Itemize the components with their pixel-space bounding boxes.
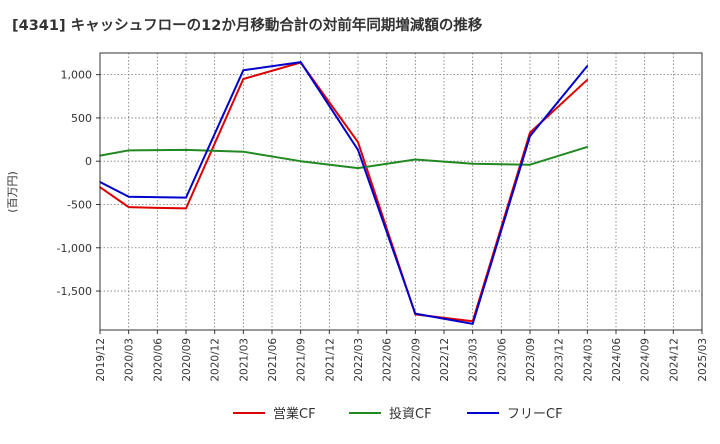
y-axis-label: (百万円) [6,171,19,213]
x-tick-label: 2022/03 [353,338,365,382]
x-tick-label: 2020/12 [210,338,222,382]
x-tick-label: 2021/06 [267,338,279,382]
series-line-1 [99,61,588,323]
y-tick-label: 0 [85,155,92,168]
x-tick-label: 2024/09 [640,338,652,382]
y-tick-label: -1,500 [57,285,92,298]
series-line-2 [99,145,588,170]
x-tick-label: 2024/03 [582,338,594,382]
data-point [185,207,187,210]
data-point [127,195,130,198]
data-point [471,323,474,325]
data-point [185,149,187,151]
y-tick-label: 500 [71,112,92,125]
data-point [242,150,245,153]
y-tick-label: -1,000 [57,242,92,255]
x-axis-ticks: 2019/12 2020/03 2020/06 2020/09 2020/12 2021/… [95,330,709,382]
data-point [471,163,474,165]
x-tick-label: 2025/03 [697,338,709,382]
data-point [414,158,417,161]
x-tick-label: 2020/03 [124,338,136,382]
data-point [586,146,589,148]
data-point [357,149,359,151]
x-tick-label: 2022/09 [410,338,422,382]
x-tick-label: 2024/06 [611,338,623,382]
data-point [127,206,130,208]
data-point [185,196,187,199]
chart-title: [4341] キャッシュフローの12か月移動合計の対前年同期増減額の推移 [12,16,483,34]
x-tick-label: 2023/06 [496,338,508,382]
data-point [586,65,589,67]
y-tick-label: -500 [67,198,92,211]
data-point [414,312,417,315]
y-tick-label: 1,000 [61,69,93,82]
x-tick-label: 2021/03 [238,338,250,382]
plot-frame [99,52,703,331]
x-tick-label: 2023/03 [468,338,480,382]
x-tick-label: 2020/09 [181,338,193,382]
data-point [529,131,531,134]
x-tick-label: 2022/06 [382,338,394,382]
data-point [529,135,531,137]
x-tick-label: 2023/09 [525,338,537,382]
data-point [357,141,359,143]
data-point [156,207,159,209]
legend-label: 営業CF [273,406,316,422]
data-point [299,160,302,163]
data-point [529,163,531,166]
series-line-3 [99,61,589,325]
data-point [127,149,130,152]
data-point [242,69,245,72]
data-point [586,79,589,81]
data-point [357,167,359,169]
data-point [299,61,302,63]
series-lines [99,61,589,325]
grid [100,53,702,330]
x-tick-label: 2020/06 [152,338,164,382]
legend: 営業CF 投資CF フリーCF [233,406,563,422]
x-tick-label: 2019/12 [95,338,107,382]
x-tick-label: 2024/12 [668,338,680,382]
x-tick-label: 2023/12 [554,338,566,382]
legend-label: フリーCF [507,407,563,422]
x-tick-label: 2021/12 [324,338,336,382]
x-tick-label: 2022/12 [439,338,451,382]
legend-label: 投資CF [389,406,432,422]
y-axis-ticks: 1,000 500 0 -500 -1,000 -1,500 [57,69,100,298]
x-tick-label: 2021/09 [296,338,308,382]
data-point [242,78,245,80]
